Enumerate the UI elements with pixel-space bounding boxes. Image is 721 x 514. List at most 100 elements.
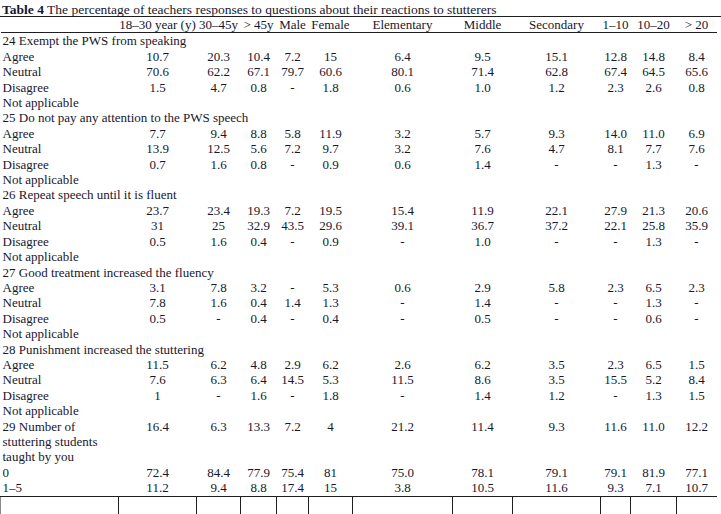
value-cell: 7.8	[119, 295, 197, 310]
value-cell	[601, 95, 631, 110]
value-cell: 1.0	[453, 80, 513, 95]
value-cell	[119, 403, 197, 418]
value-cell: 8.8	[241, 126, 277, 141]
value-cell: 4	[309, 419, 353, 465]
value-cell: 6.2	[197, 357, 241, 372]
value-cell	[277, 95, 309, 110]
value-cell: 8.4	[677, 372, 717, 387]
response-row: 1–511.29.48.817.4153.810.511.69.37.110.7	[1, 480, 717, 496]
value-cell: 2.3	[601, 80, 631, 95]
column-header: 18–30 year (y)	[119, 17, 197, 33]
value-cell: 6.4	[241, 372, 277, 387]
column-tick-cell	[277, 496, 309, 514]
question-row: 26 Repeat speech until it is fluent	[1, 187, 717, 202]
response-row: Disagree0.51.60.4-0.9-1.0--1.3-	[1, 234, 717, 249]
response-row: Disagree0.5-0.4-0.4-0.5--0.6-	[1, 311, 717, 326]
value-cell	[631, 95, 677, 110]
value-cell: 6.3	[197, 419, 241, 465]
results-table: 18–30 year (y)30–45y> 45yMaleFemaleEleme…	[0, 17, 717, 514]
column-header: Elementary	[353, 17, 453, 33]
response-row: Neutral7.66.36.414.55.311.58.63.515.55.2…	[1, 372, 717, 387]
value-cell: 11.9	[309, 126, 353, 141]
value-cell: 0.5	[119, 234, 197, 249]
value-cell: 43.5	[277, 218, 309, 233]
value-cell: 11.0	[631, 126, 677, 141]
response-row: Disagree1-1.6-1.8-1.41.2-1.31.5	[1, 388, 717, 403]
value-cell: 37.2	[513, 218, 601, 233]
column-header: 10–20	[631, 17, 677, 33]
value-cell: 14.0	[601, 126, 631, 141]
value-cell: 5.3	[309, 372, 353, 387]
value-cell	[277, 172, 309, 187]
row-label: Agree	[1, 280, 119, 295]
value-cell	[453, 403, 513, 418]
value-cell: 3.2	[241, 280, 277, 295]
value-cell: 1.6	[197, 295, 241, 310]
value-cell	[197, 172, 241, 187]
value-cell: 0.8	[677, 80, 717, 95]
response-row: Neutral13.912.55.67.29.73.27.64.78.17.77…	[1, 141, 717, 156]
value-cell: 0.5	[119, 311, 197, 326]
value-cell	[197, 95, 241, 110]
value-cell: 3.5	[513, 357, 601, 372]
value-cell: 5.7	[453, 126, 513, 141]
column-header: Middle	[453, 17, 513, 33]
value-cell: 1.2	[513, 388, 601, 403]
value-cell	[631, 249, 677, 264]
value-cell: 0.4	[241, 295, 277, 310]
value-cell: 3.2	[353, 126, 453, 141]
response-row: Agree3.17.83.2-5.30.62.95.82.36.52.3	[1, 280, 717, 295]
row-label: Agree	[1, 357, 119, 372]
column-tick-cell	[197, 496, 241, 514]
value-cell: 79.1	[513, 465, 601, 480]
value-cell: 6.5	[631, 357, 677, 372]
value-cell: 16.4	[119, 419, 197, 465]
value-cell: 35.9	[677, 218, 717, 233]
value-cell: 2.3	[601, 357, 631, 372]
value-cell: 71.4	[453, 64, 513, 79]
row-label: Neutral	[1, 64, 119, 79]
response-row: Agree23.723.419.37.219.515.411.922.127.9…	[1, 203, 717, 218]
value-cell: 1.4	[453, 157, 513, 172]
value-cell: 60.6	[309, 64, 353, 79]
value-cell	[601, 403, 631, 418]
value-cell: 15	[309, 49, 353, 64]
value-cell: 72.4	[119, 465, 197, 480]
value-cell: -	[353, 311, 453, 326]
response-row: Not applicable	[1, 172, 717, 187]
value-cell	[241, 403, 277, 418]
value-cell	[631, 326, 677, 341]
value-cell: 23.4	[197, 203, 241, 218]
value-cell: 20.3	[197, 49, 241, 64]
column-header: 1–10	[601, 17, 631, 33]
row-label: Not applicable	[1, 95, 119, 110]
question-row: 27 Good treatment increased the fluency	[1, 265, 717, 280]
column-tick-cell	[119, 496, 197, 514]
value-cell: -	[601, 295, 631, 310]
value-cell: 1	[119, 388, 197, 403]
value-cell	[453, 326, 513, 341]
value-cell: 6.2	[309, 357, 353, 372]
value-cell: 14.5	[277, 372, 309, 387]
response-row: Agree11.56.24.82.96.22.66.23.52.36.51.5	[1, 357, 717, 372]
response-row: Neutral312532.943.529.639.136.737.222.12…	[1, 218, 717, 233]
value-cell: -	[197, 388, 241, 403]
value-cell: 5.3	[309, 280, 353, 295]
column-header: Female	[309, 17, 353, 33]
value-cell: 7.2	[277, 203, 309, 218]
value-cell: 10.4	[241, 49, 277, 64]
row-label: Neutral	[1, 218, 119, 233]
value-cell: 7.8	[197, 280, 241, 295]
response-row: Neutral70.662.267.179.760.680.171.462.86…	[1, 64, 717, 79]
value-cell: 1.3	[631, 295, 677, 310]
row-label: Disagree	[1, 388, 119, 403]
value-cell: -	[277, 388, 309, 403]
value-cell: 11.5	[119, 357, 197, 372]
value-cell: 5.8	[513, 280, 601, 295]
question-label: 28 Punishment increased the stuttering	[1, 342, 717, 357]
value-cell: 1.5	[677, 357, 717, 372]
value-cell	[119, 326, 197, 341]
value-cell: 3.2	[353, 141, 453, 156]
value-cell: 1.8	[309, 388, 353, 403]
value-cell: 22.1	[601, 218, 631, 233]
